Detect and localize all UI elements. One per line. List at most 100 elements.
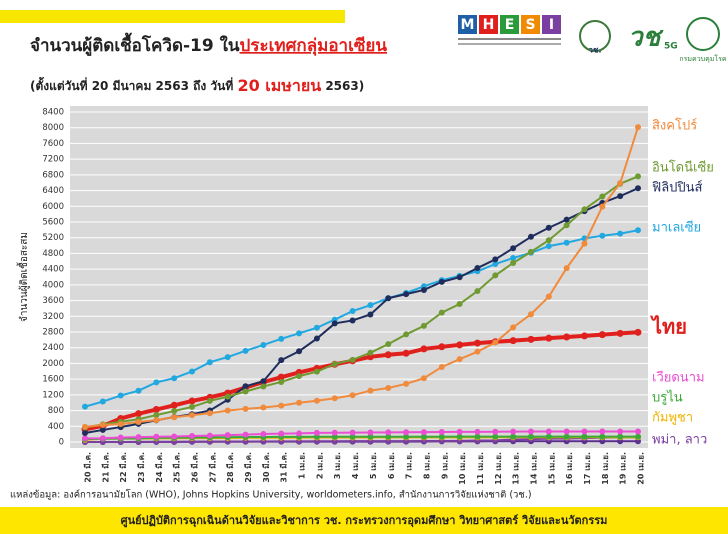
data-point <box>527 428 534 435</box>
x-tick-label: 14 เม.ย. <box>529 452 538 485</box>
data-point <box>474 433 481 440</box>
data-point <box>224 393 231 400</box>
data-point <box>278 335 285 342</box>
data-point <box>385 384 392 391</box>
subtitle-start: (ตั้งแต่วันที่ 20 มีนาคม 2563 ถึง วันที่ <box>30 76 237 93</box>
data-point <box>492 261 499 268</box>
data-point <box>367 433 374 440</box>
data-point <box>527 433 534 440</box>
x-tick-label: 17 เม.ย. <box>583 452 592 485</box>
data-point <box>242 383 249 390</box>
data-point <box>171 375 178 382</box>
data-point <box>82 429 88 436</box>
data-point <box>581 433 588 440</box>
data-point <box>99 422 106 429</box>
data-point <box>82 403 88 410</box>
chart-title: จำนวนผู้ติดเชื้อโควิด-19 ในประเทศกลุ่มอา… <box>30 32 387 57</box>
data-point <box>385 433 392 440</box>
y-tick-label: 2000 <box>42 359 64 369</box>
y-tick-label: 1600 <box>42 375 64 385</box>
y-tick-label: 8400 <box>42 108 64 118</box>
data-point <box>599 193 606 200</box>
data-point <box>492 428 499 435</box>
data-point <box>563 239 570 246</box>
data-point <box>367 302 374 309</box>
data-point <box>278 378 285 385</box>
y-tick-label: 400 <box>48 422 64 432</box>
data-point <box>527 233 534 240</box>
data-point <box>599 232 606 239</box>
y-tick-label: 1200 <box>42 390 64 400</box>
x-tick-label: 31 มี.ค. <box>279 452 289 483</box>
legend-label: บรูไน <box>652 390 683 406</box>
data-point <box>349 392 356 399</box>
legend-label: อินโดนีเซีย <box>652 160 714 176</box>
data-point <box>403 331 410 338</box>
data-point <box>384 351 392 359</box>
data-point <box>635 185 641 192</box>
data-point <box>82 435 88 442</box>
series-line <box>84 175 639 429</box>
data-point <box>438 309 445 316</box>
data-point <box>456 356 463 363</box>
x-tick-label: 20 เม.ย. <box>637 452 646 485</box>
data-point <box>82 423 88 430</box>
data-point <box>331 429 338 436</box>
data-point <box>189 412 196 419</box>
data-point <box>510 433 517 440</box>
data-point <box>278 402 285 409</box>
data-point <box>438 363 445 370</box>
y-tick-label: 8000 <box>42 123 64 133</box>
data-point <box>598 331 606 339</box>
logo-subtext <box>458 38 561 40</box>
data-point <box>617 193 624 200</box>
data-point <box>420 322 427 329</box>
data-point <box>403 433 410 440</box>
data-point <box>135 419 142 426</box>
data-point <box>349 356 356 363</box>
title-text: จำนวนผู้ติดเชื้อโควิด-19 ใน <box>30 32 240 57</box>
data-point <box>313 335 320 342</box>
x-tick-label: 11 เม.ย. <box>476 452 485 485</box>
data-point <box>634 328 642 336</box>
data-point <box>581 428 588 435</box>
data-point <box>188 397 196 405</box>
data-point <box>278 430 285 437</box>
data-point <box>313 429 320 436</box>
ddc-logo-ring <box>686 17 720 51</box>
y-tick-label: 2400 <box>42 343 64 353</box>
data-point <box>527 335 535 343</box>
data-point <box>438 343 446 351</box>
data-point <box>331 360 338 367</box>
data-point <box>599 433 606 440</box>
data-point <box>563 333 571 341</box>
x-tick-label: 13 เม.ย. <box>512 452 521 485</box>
data-point <box>224 354 231 361</box>
data-point <box>385 295 392 302</box>
logo-box <box>458 15 477 34</box>
data-point <box>635 173 641 180</box>
data-point <box>599 203 606 210</box>
data-point <box>545 428 552 435</box>
x-tick-label: 20 มี.ค. <box>83 452 93 483</box>
data-point <box>474 265 481 272</box>
ddc-logo: กรมควบคุมโรค <box>679 54 726 63</box>
x-tick-label: 1 เม.ย. <box>298 452 307 479</box>
data-point <box>456 341 464 349</box>
plot-area <box>70 106 648 448</box>
x-tick-label: 12 เม.ย. <box>494 452 503 485</box>
logo-box <box>479 15 498 34</box>
data-point <box>403 380 410 387</box>
x-tick-label: 18 เม.ย. <box>601 452 610 485</box>
data-point <box>385 341 392 348</box>
brand-mark: วช <box>628 23 664 53</box>
data-point <box>331 320 338 327</box>
logo-box <box>521 15 540 34</box>
y-tick-label: 6400 <box>42 186 64 196</box>
logo-box <box>542 15 561 34</box>
data-point <box>153 379 160 386</box>
data-point <box>402 349 410 357</box>
data-point <box>420 375 427 382</box>
title-highlight: ประเทศกลุ่มอาเซียน <box>240 35 388 56</box>
